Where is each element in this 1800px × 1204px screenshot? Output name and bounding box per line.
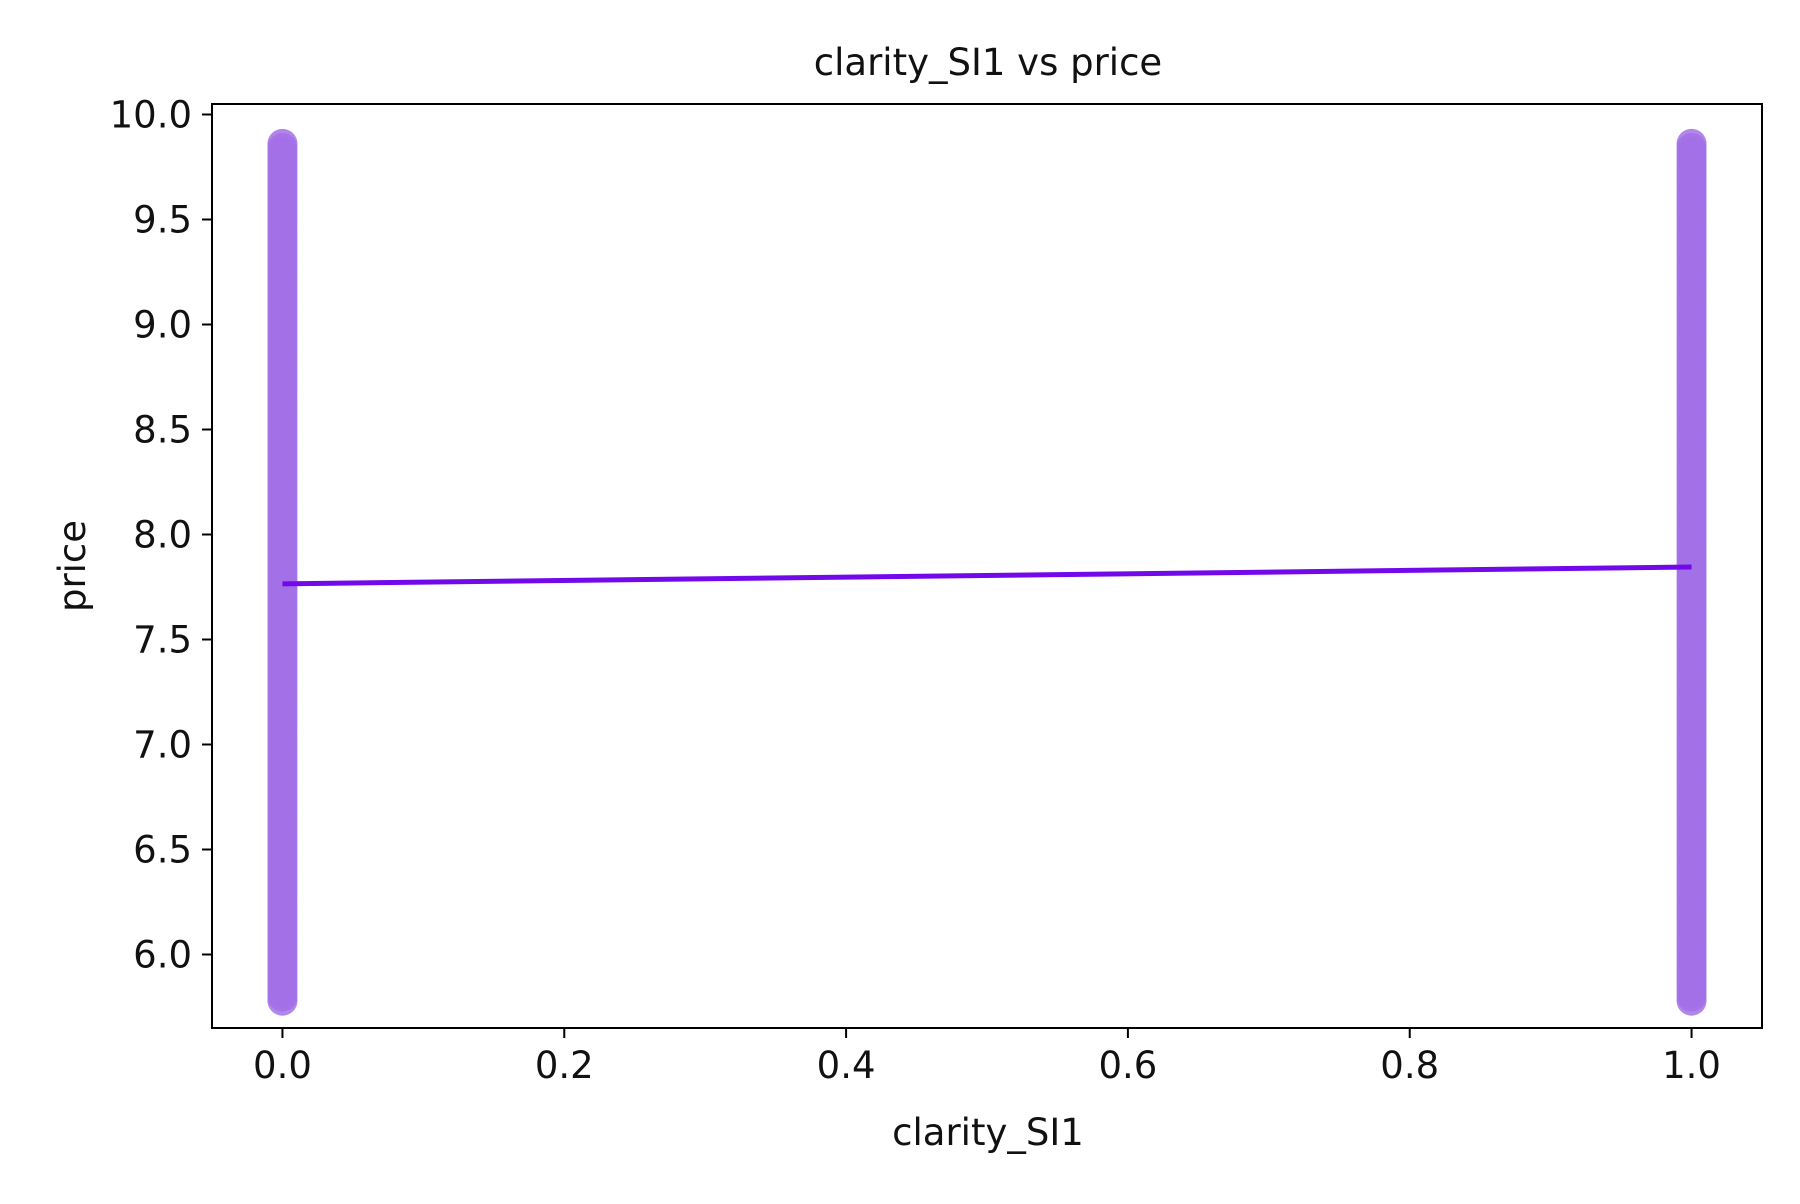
- y-tick-label: 8.5: [133, 409, 192, 452]
- plot-area-frame: [211, 103, 1763, 1029]
- regression-line: [282, 564, 1692, 587]
- y-tick-label: 8.0: [133, 514, 192, 557]
- y-tick-label: 7.5: [133, 619, 192, 662]
- y-tick-label: 6.0: [133, 934, 192, 977]
- chart-title: clarity_SI1 vs price: [814, 41, 1162, 84]
- y-axis-ticks: 6.0 6.5 7.0 7.5 8.0 8.5 9.0 9.5 10.0: [110, 94, 212, 977]
- regression-line-layer: [282, 564, 1692, 587]
- y-tick-label: 9.0: [133, 304, 192, 347]
- y-axis-label: price: [51, 520, 94, 612]
- scatter-point: [1676, 128, 1707, 159]
- x-axis-ticks: 0.0 0.2 0.4 0.6 0.8 1.0: [253, 1028, 1721, 1087]
- x-tick-label: 0.2: [535, 1044, 594, 1087]
- x-tick-label: 1.0: [1662, 1044, 1721, 1087]
- scatter-points: [267, 128, 1707, 1016]
- y-tick-label: 9.5: [133, 199, 192, 242]
- x-axis-label: clarity_SI1: [892, 1111, 1084, 1154]
- scatter-point: [267, 128, 298, 159]
- y-tick-label: 7.0: [133, 724, 192, 767]
- y-tick-label: 6.5: [133, 829, 192, 872]
- x-tick-label: 0.8: [1380, 1044, 1439, 1087]
- y-tick-label: 10.0: [110, 94, 192, 137]
- x-tick-label: 0.0: [253, 1044, 312, 1087]
- x-tick-label: 0.6: [1098, 1044, 1157, 1087]
- x-tick-label: 0.4: [817, 1044, 876, 1087]
